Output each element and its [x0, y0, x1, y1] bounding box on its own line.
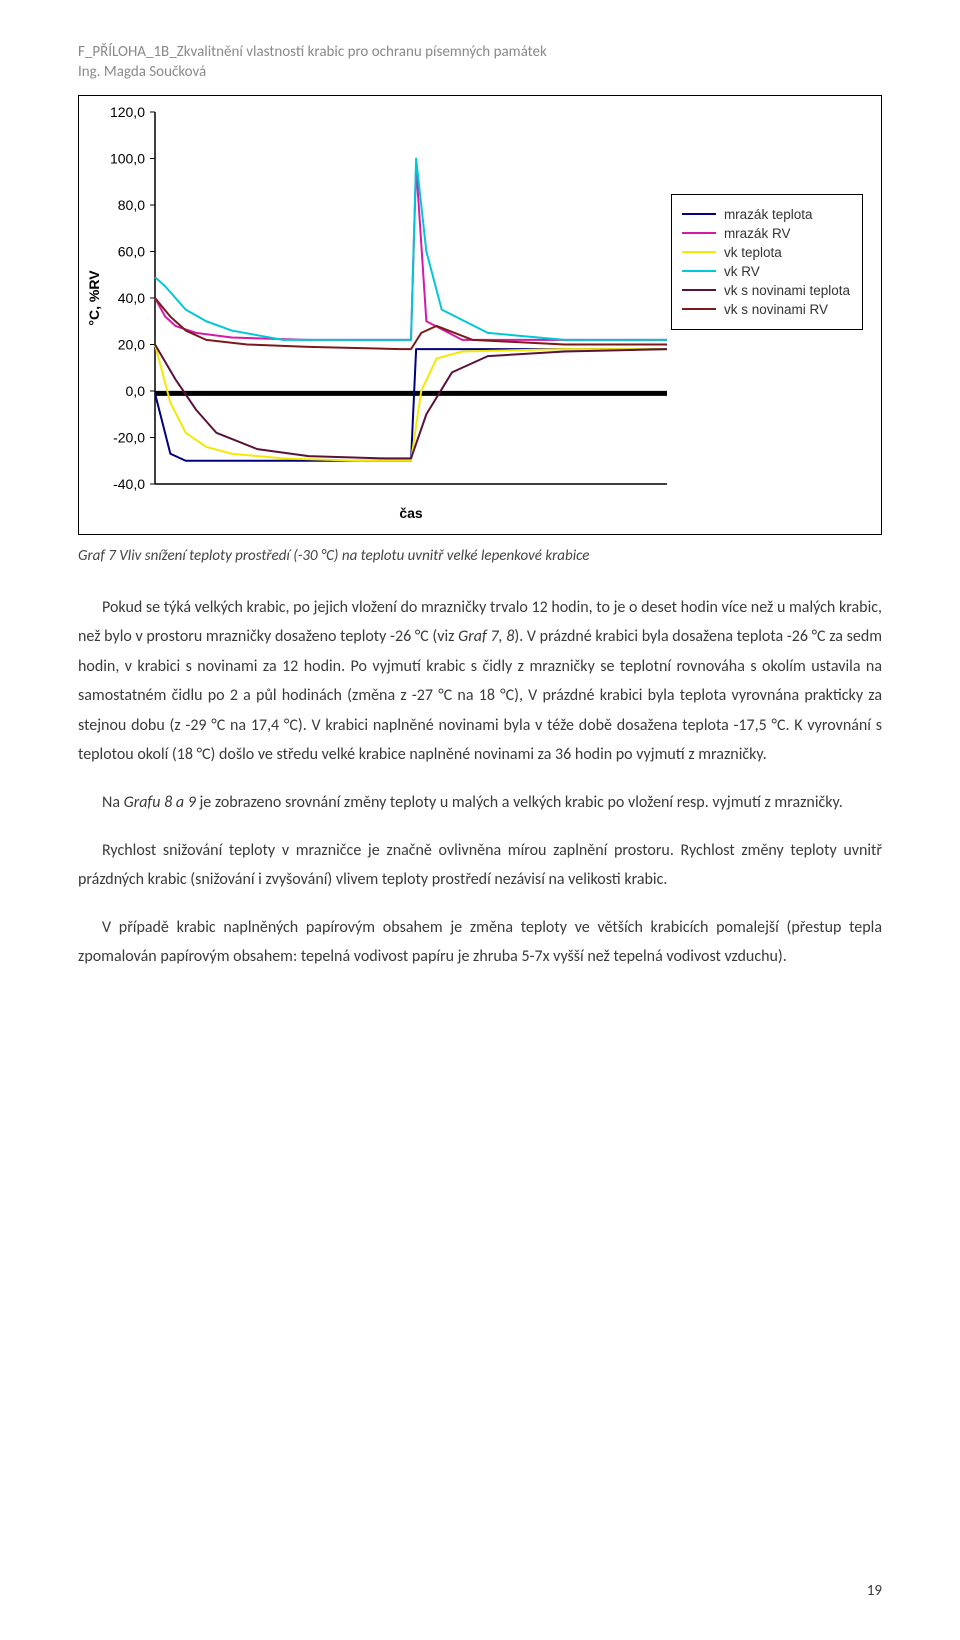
paragraph-2: Na Grafu 8 a 9 je zobrazeno srovnání změ…: [78, 788, 882, 818]
body-text: Pokud se týká velkých krabic, po jejich …: [78, 593, 882, 973]
legend-label: vk s novinami RV: [724, 302, 828, 317]
legend-label: vk teplota: [724, 245, 782, 260]
header-line-1: F_PŘÍLOHA_1B_Zkvalitnění vlastností krab…: [78, 42, 882, 62]
chart-caption: Graf 7 Vliv snížení teploty prostředí (-…: [78, 547, 882, 565]
svg-text:-40,0: -40,0: [113, 476, 145, 492]
chart-container: -40,0 -20,0 0,0 20,0 40,0 60,0 80,0 100,0 120,0 °…: [78, 95, 882, 535]
legend-swatch: [682, 308, 716, 310]
svg-text:40,0: 40,0: [118, 290, 145, 306]
legend-swatch: [682, 289, 716, 291]
paragraph-4: V případě krabic naplněných papírovým ob…: [78, 913, 882, 972]
legend-swatch: [682, 213, 716, 215]
legend-label: vk RV: [724, 264, 760, 279]
paragraph-1: Pokud se týká velkých krabic, po jejich …: [78, 593, 882, 771]
header-line-2: Ing. Magda Součková: [78, 62, 882, 82]
legend-label: vk s novinami teplota: [724, 283, 850, 298]
chart-legend: mrazák teplota mrazák RV vk teplota vk RV vk…: [671, 194, 863, 330]
legend-item: vk s novinami teplota: [682, 283, 850, 298]
legend-item: mrazák teplota: [682, 207, 850, 222]
legend-item: vk s novinami RV: [682, 302, 850, 317]
legend-item: vk teplota: [682, 245, 850, 260]
legend-swatch: [682, 232, 716, 234]
page-header: F_PŘÍLOHA_1B_Zkvalitnění vlastností krab…: [78, 42, 882, 83]
svg-text:-20,0: -20,0: [113, 429, 145, 445]
paragraph-3: Rychlost snižování teploty v mrazničce j…: [78, 836, 882, 895]
svg-text:60,0: 60,0: [118, 243, 145, 259]
svg-text:80,0: 80,0: [118, 197, 145, 213]
legend-label: mrazák teplota: [724, 207, 813, 222]
svg-text:0,0: 0,0: [126, 383, 146, 399]
svg-text:100,0: 100,0: [110, 150, 145, 166]
svg-text:čas: čas: [399, 505, 423, 521]
svg-text:120,0: 120,0: [110, 104, 145, 120]
legend-swatch: [682, 251, 716, 253]
legend-label: mrazák RV: [724, 226, 791, 241]
page-number: 19: [867, 1582, 882, 1600]
legend-swatch: [682, 270, 716, 272]
legend-item: vk RV: [682, 264, 850, 279]
svg-text:20,0: 20,0: [118, 336, 145, 352]
svg-text:°C, %RV: °C, %RV: [86, 269, 102, 325]
legend-item: mrazák RV: [682, 226, 850, 241]
